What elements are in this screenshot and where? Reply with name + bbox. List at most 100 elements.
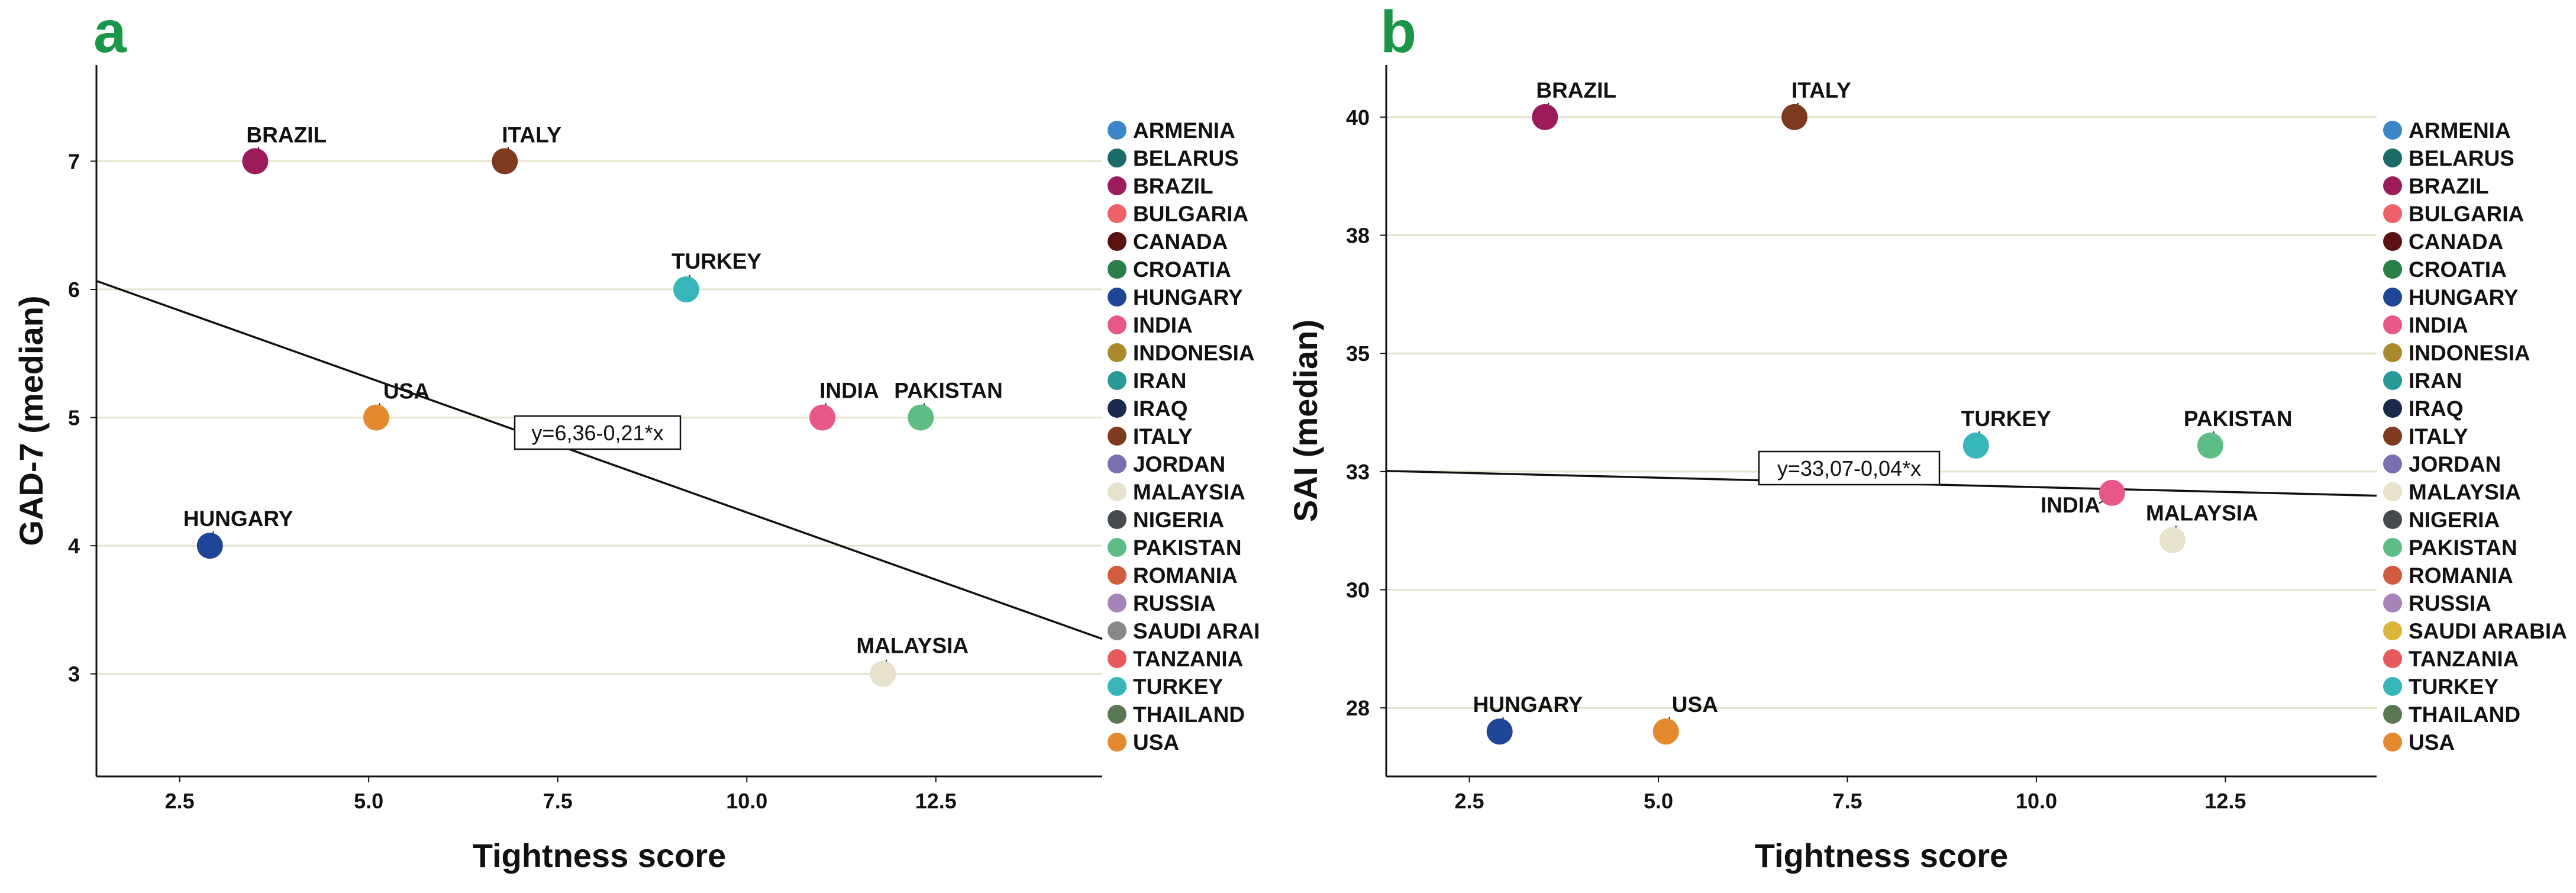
legend-marker-belarus <box>1108 149 1126 167</box>
y-tick-label: 38 <box>1346 224 1370 248</box>
legend-label-turkey: TURKEY <box>1133 675 1223 699</box>
x-tick-label: 12.5 <box>915 789 957 813</box>
legend-marker-saudi-arai <box>1108 621 1126 640</box>
legend-label-canada: CANADA <box>2409 230 2503 254</box>
point-label-india: INDIA <box>2041 493 2100 517</box>
legend-label-tanzania: TANZANIA <box>2409 647 2519 671</box>
legend-label-croatia: CROATIA <box>1133 257 1231 282</box>
legend-label-usa: USA <box>2409 730 2455 755</box>
point-india <box>2099 479 2125 506</box>
legend-marker-bulgaria <box>1108 204 1126 223</box>
legend-marker-pakistan <box>1108 538 1126 557</box>
point-malaysia <box>870 660 896 687</box>
legend-label-russia: RUSSIA <box>1133 591 1216 615</box>
point-label-hungary: HUNGARY <box>1473 692 1583 717</box>
legend-label-indonesia: INDONESIA <box>1133 341 1255 365</box>
legend-label-armenia: ARMENIA <box>2409 118 2511 143</box>
legend-label-italy: ITALY <box>2409 424 2468 449</box>
point-label-india: INDIA <box>819 379 879 403</box>
point-malaysia <box>2159 527 2186 553</box>
legend-marker-iran <box>1108 371 1126 390</box>
legend-label-saudi-arai: SAUDI ARAI <box>1133 619 1260 643</box>
legend-label-india: INDIA <box>2409 313 2468 337</box>
point-label-brazil: BRAZIL <box>246 122 327 147</box>
y-tick-label: 5 <box>68 406 80 430</box>
legend-marker-saudi-arabia <box>2383 621 2402 640</box>
legend-marker-malaysia <box>2383 482 2402 501</box>
legend-marker-india <box>2383 315 2402 334</box>
legend-label-hungary: HUNGARY <box>2409 285 2519 310</box>
point-india <box>809 404 836 431</box>
point-italy <box>1781 104 1808 130</box>
legend-marker-pakistan <box>2383 538 2402 557</box>
legend-label-italy: ITALY <box>1133 424 1193 449</box>
legend-label-brazil: BRAZIL <box>2409 174 2489 198</box>
legend-label-turkey: TURKEY <box>2409 675 2498 699</box>
point-label-turkey: TURKEY <box>1961 407 2051 431</box>
legend-marker-belarus <box>2383 149 2402 167</box>
legend-label-brazil: BRAZIL <box>1133 174 1213 198</box>
legend-marker-brazil <box>1108 176 1126 195</box>
legend-label-pakistan: PAKISTAN <box>1133 536 1242 560</box>
legend-label-thailand: THAILAND <box>2409 702 2520 727</box>
legend-marker-hungary <box>2383 288 2402 307</box>
legend-label-iran: IRAN <box>2409 369 2462 393</box>
legend-marker-italy <box>2383 427 2402 446</box>
point-label-pakistan: PAKISTAN <box>2184 407 2293 431</box>
point-hungary <box>1486 718 1513 745</box>
legend-marker-nigeria <box>1108 510 1126 529</box>
legend-label-tanzania: TANZANIA <box>1133 647 1243 671</box>
y-tick-label: 30 <box>1346 578 1370 602</box>
legend-marker-turkey <box>1108 677 1126 696</box>
legend-label-india: INDIA <box>1133 313 1193 337</box>
legend-marker-romania <box>1108 566 1126 585</box>
legend-marker-jordan <box>1108 454 1126 473</box>
legend-label-pakistan: PAKISTAN <box>2409 536 2517 560</box>
point-label-turkey: TURKEY <box>672 249 761 273</box>
legend-label-usa: USA <box>1133 730 1179 755</box>
legend-label-romania: ROMANIA <box>2409 563 2513 588</box>
y-tick-label: 35 <box>1346 341 1370 366</box>
x-tick-label: 5.0 <box>354 789 383 813</box>
legend-marker-thailand <box>2383 705 2402 724</box>
legend-marker-croatia <box>2383 260 2402 279</box>
y-tick-label: 28 <box>1346 696 1370 720</box>
legend-label-iran: IRAN <box>1133 369 1186 393</box>
point-usa <box>1652 718 1679 745</box>
legend-marker-canada <box>2383 232 2402 251</box>
legend-marker-canada <box>1108 232 1126 251</box>
legend-label-indonesia: INDONESIA <box>2409 341 2530 365</box>
y-tick-label: 33 <box>1346 460 1370 484</box>
point-label-brazil: BRAZIL <box>1536 78 1616 102</box>
legend-marker-jordan <box>2383 454 2402 473</box>
point-label-usa: USA <box>383 379 430 404</box>
panel-a: a 3 4 5 6 7 2.5 5.0 7.5 10.0 12.5 Tightness score GA… <box>12 0 1260 874</box>
legend-marker-usa <box>1108 733 1126 752</box>
y-tick-label: 7 <box>68 149 80 173</box>
y-axis-title: GAD-7 (median) <box>12 295 50 546</box>
point-pakistan <box>2197 432 2223 459</box>
panel-b: b 28 30 33 35 38 40 2.5 5.0 7.5 10.0 12.5 Tightness … <box>1287 0 2567 874</box>
point-label-malaysia: MALAYSIA <box>2146 501 2258 526</box>
y-tick-label: 3 <box>68 662 80 686</box>
legend-marker-iraq <box>1108 399 1126 418</box>
legend-marker-malaysia <box>1108 482 1126 501</box>
point-label-usa: USA <box>1672 692 1718 717</box>
y-axis-title: SAI (median) <box>1287 320 1324 522</box>
x-tick-label: 7.5 <box>1832 789 1862 813</box>
legend-marker-armenia <box>2383 121 2402 140</box>
legend-label-iraq: IRAQ <box>2409 396 2464 421</box>
legend-marker-armenia <box>1108 121 1126 140</box>
point-brazil <box>1532 104 1558 130</box>
regression-line <box>96 280 1103 640</box>
point-label-italy: ITALY <box>502 122 561 147</box>
point-label-hungary: HUNGARY <box>183 507 293 531</box>
x-tick-label: 10.0 <box>726 789 767 813</box>
legend-label-iraq: IRAQ <box>1133 396 1188 421</box>
regression-equation-box <box>514 415 682 450</box>
point-turkey <box>673 276 699 303</box>
x-tick-label: 2.5 <box>165 789 195 813</box>
legend-label-bulgaria: BULGARIA <box>2409 202 2524 226</box>
